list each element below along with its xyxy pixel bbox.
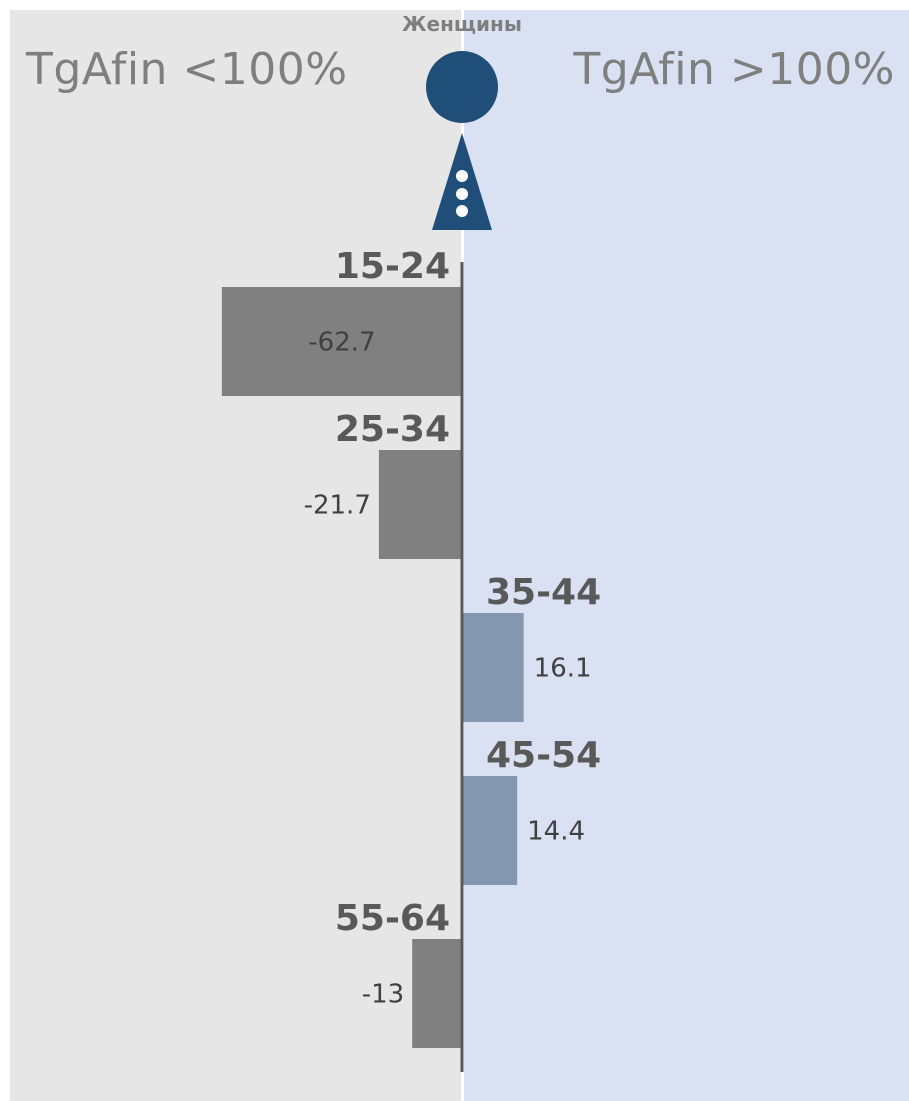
woman-figure-icon xyxy=(426,51,498,230)
bar-55-64 xyxy=(412,939,462,1048)
value-label-55-64: -13 xyxy=(362,980,404,1010)
chart-title: Женщины xyxy=(402,12,522,36)
bar-25-34 xyxy=(378,450,462,559)
bars-group: 15-24 -62.7 25-34 -21.7 35-44 16.1 45-54 14.4 55… xyxy=(221,246,601,1048)
value-label-15-24: -62.7 xyxy=(308,328,375,358)
right-panel-background xyxy=(464,10,909,1101)
value-label-35-44: 16.1 xyxy=(534,654,592,684)
category-label-15-24: 15-24 xyxy=(335,246,450,287)
right-panel-title: TgAfin >100% xyxy=(573,44,895,95)
category-label-55-64: 55-64 xyxy=(335,898,450,939)
bar-15-24 xyxy=(221,287,462,396)
left-panel-title: TgAfin <100% xyxy=(26,44,348,95)
bar-45-54 xyxy=(462,776,518,885)
woman-icon-dot-3 xyxy=(456,205,468,217)
category-label-25-34: 25-34 xyxy=(335,409,450,450)
value-label-25-34: -21.7 xyxy=(304,491,371,521)
value-label-45-54: 14.4 xyxy=(527,817,585,847)
category-label-45-54: 45-54 xyxy=(486,735,601,776)
woman-icon-dot-1 xyxy=(456,170,468,182)
woman-icon-dot-2 xyxy=(456,188,468,200)
category-label-35-44: 35-44 xyxy=(486,572,601,613)
bar-35-44 xyxy=(462,613,524,722)
woman-icon-head xyxy=(426,51,498,123)
